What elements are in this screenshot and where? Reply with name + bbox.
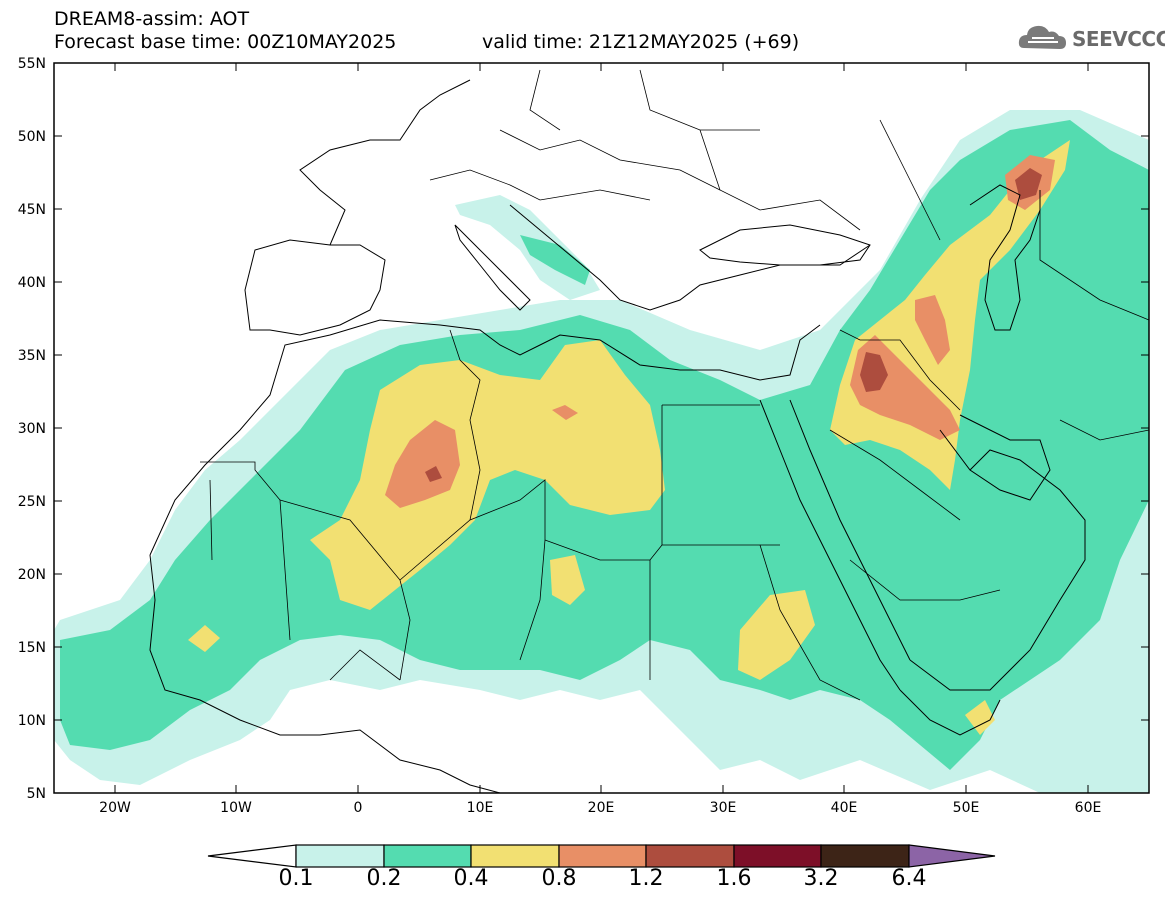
aot-level-0.4-chad — [550, 555, 585, 605]
lat-label: 30N — [18, 421, 46, 437]
aot-level-0.4-yemen — [965, 700, 995, 735]
colorbar — [207, 844, 996, 868]
colorbar-label: 6.4 — [891, 866, 927, 891]
lon-label: 10E — [467, 800, 494, 816]
lon-label: 20E — [588, 800, 615, 816]
colorbar-label: 1.6 — [716, 866, 752, 891]
aot-field — [54, 110, 1149, 793]
lon-label: 30E — [710, 800, 737, 816]
lat-label: 25N — [18, 494, 46, 510]
colorbar-swatch — [470, 844, 560, 868]
lon-label: 0 — [354, 800, 363, 816]
aot-level-1.2-algeria — [425, 466, 442, 482]
colorbar-swatch — [558, 844, 647, 868]
country-borders — [200, 69, 1149, 701]
aot-level-0.8-libya — [552, 405, 578, 420]
colorbar-label: 0.2 — [366, 866, 402, 891]
logo-text: SEEVCCC — [1072, 27, 1165, 51]
latitude-labels: 55N 50N 45N 40N 35N 30N 25N 20N 15N 10N … — [18, 56, 46, 802]
colorbar-label: 0.4 — [453, 866, 489, 891]
colorbar-swatch-below — [207, 844, 297, 868]
colorbar-swatch — [820, 844, 910, 868]
aot-level-0.4-guinea — [188, 625, 220, 652]
longitude-labels: 20W 10W 0 10E 20E 30E 40E 50E 60E — [99, 800, 1101, 816]
lat-label: 45N — [18, 202, 46, 218]
colorbar-label: 1.2 — [628, 866, 664, 891]
colorbar-label: 3.2 — [803, 866, 839, 891]
colorbar-label: 0.8 — [541, 866, 577, 891]
lat-label: 50N — [18, 129, 46, 145]
colorbar-labels: 0.1 0.2 0.4 0.8 1.2 1.6 3.2 6.4 — [0, 866, 1165, 896]
chart-title: DREAM8-assim: AOT — [54, 8, 250, 30]
colorbar-swatch — [295, 844, 385, 868]
axis-ticks — [54, 62, 1149, 793]
lat-label: 35N — [18, 348, 46, 364]
aot-level-0.4-sahara — [310, 340, 665, 610]
colorbar-swatch — [645, 844, 735, 868]
lat-label: 55N — [18, 56, 46, 72]
aot-level-0.4-sudan — [738, 590, 815, 680]
aot-level-1.2-caspian — [1015, 168, 1042, 200]
aot-level-0.8-iran — [915, 295, 950, 365]
lon-label: 40E — [831, 800, 858, 816]
lon-label: 10W — [220, 800, 252, 816]
lat-label: 20N — [18, 567, 46, 583]
lat-label: 40N — [18, 275, 46, 291]
valid-time: valid time: 21Z12MAY2025 (+69) — [482, 31, 800, 53]
aot-level-1.2-iraq — [860, 352, 888, 392]
lat-label: 10N — [18, 713, 46, 729]
colorbar-swatch — [383, 844, 472, 868]
logo: SEEVCCC — [1018, 22, 1165, 56]
aot-level-0.8-algeria — [385, 420, 460, 508]
lon-label: 60E — [1075, 800, 1102, 816]
lon-label: 20W — [99, 800, 131, 816]
lat-label: 15N — [18, 640, 46, 656]
colorbar-swatch — [733, 844, 822, 868]
colorbar-swatch-above — [908, 844, 996, 868]
seevccc-logo-icon — [1018, 25, 1066, 49]
aot-level-0.2-black-sea — [520, 235, 590, 285]
coastlines — [149, 79, 1086, 793]
lat-label: 5N — [27, 786, 46, 802]
forecast-base-time: Forecast base time: 00Z10MAY2025 — [54, 31, 397, 53]
lon-label: 50E — [953, 800, 980, 816]
colorbar-label: 0.1 — [278, 866, 314, 891]
